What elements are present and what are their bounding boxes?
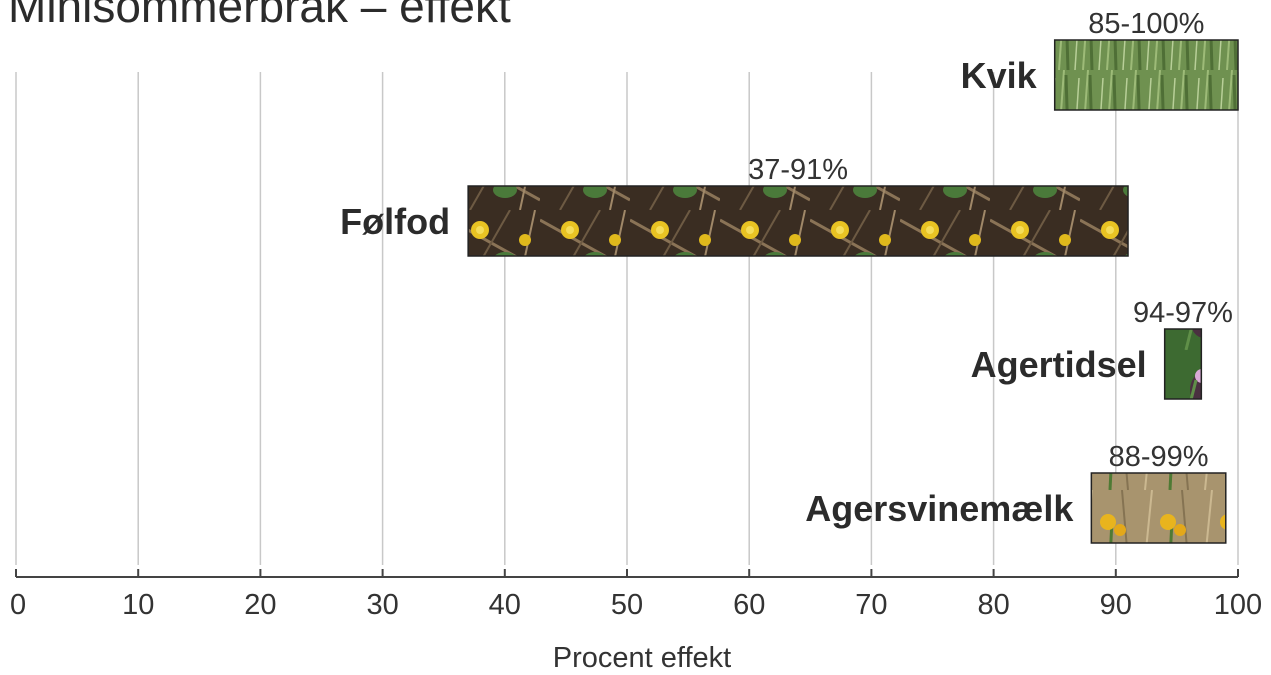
category-label: Kvik bbox=[961, 55, 1038, 96]
x-axis: 0 10 20 30 40 50 60 70 80 90 100 bbox=[10, 569, 1262, 621]
x-tick-label: 80 bbox=[977, 589, 1009, 621]
x-tick-label: 10 bbox=[122, 589, 154, 621]
category-label: Agertidsel bbox=[971, 344, 1147, 385]
range-bar bbox=[1090, 472, 1227, 544]
x-tick-label: 60 bbox=[733, 589, 765, 621]
range-bar bbox=[467, 185, 1129, 257]
range-bars: 85-100% Kvik 37-91% Følfod 94-97% Agertidsel 8… bbox=[340, 8, 1239, 544]
x-tick-label: 0 bbox=[10, 589, 26, 621]
category-label: Følfod bbox=[340, 201, 450, 242]
range-label: 85-100% bbox=[1088, 8, 1204, 40]
category-label: Agersvinemælk bbox=[805, 488, 1074, 529]
range-label: 88-99% bbox=[1109, 441, 1209, 473]
x-tick-label: 90 bbox=[1100, 589, 1132, 621]
x-tick-label: 50 bbox=[611, 589, 643, 621]
x-tick-label: 30 bbox=[366, 589, 398, 621]
x-axis-label: Procent effekt bbox=[553, 642, 731, 674]
chart-title: Minisommerbrak – effekt bbox=[8, 0, 511, 32]
x-tick-label: 40 bbox=[489, 589, 521, 621]
x-tick-label: 20 bbox=[244, 589, 276, 621]
x-tick-label: 100 bbox=[1214, 589, 1262, 621]
range-label: 37-91% bbox=[748, 154, 848, 186]
range-label: 94-97% bbox=[1133, 297, 1233, 329]
range-bar bbox=[1053, 39, 1239, 111]
range-bar bbox=[1163, 328, 1203, 400]
x-tick-label: 70 bbox=[855, 589, 887, 621]
